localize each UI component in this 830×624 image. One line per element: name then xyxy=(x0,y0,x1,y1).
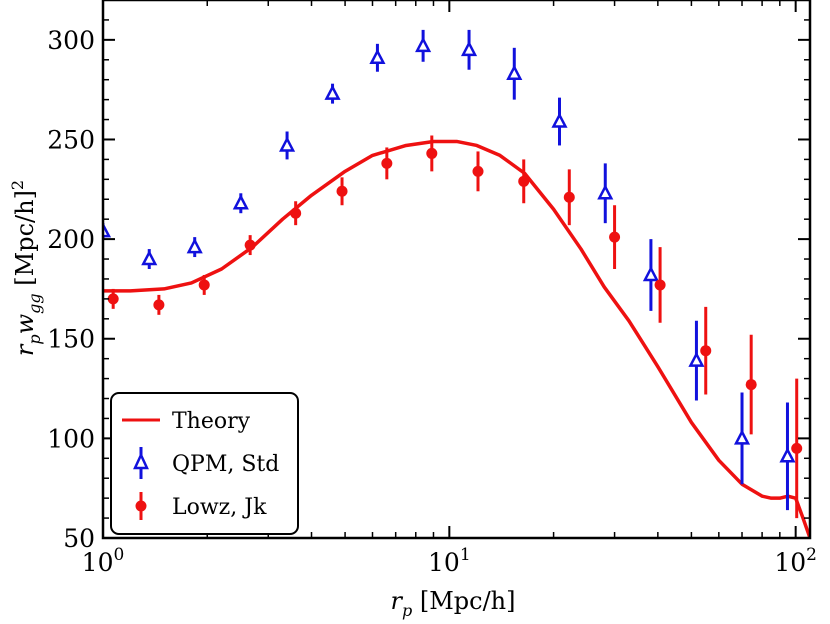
lowz-point-2 xyxy=(198,279,210,291)
data-layer xyxy=(103,29,810,538)
lowz-point-7 xyxy=(426,147,438,159)
legend-qpm-label: QPM, Std xyxy=(172,452,279,477)
legend-theory-label: Theory xyxy=(172,409,251,434)
qpm-point-14 xyxy=(733,429,751,445)
x-tick-label-exp-1: 0 xyxy=(113,545,124,565)
qpm-point-5 xyxy=(324,84,341,100)
qpm-point-13 xyxy=(688,351,705,367)
legend: Theory QPM, Std Lowz, Jk xyxy=(110,392,299,535)
lowz-point-11 xyxy=(609,231,621,243)
lowz-point-6 xyxy=(381,157,393,169)
qpm-point-6 xyxy=(369,48,386,65)
lowz-point-14 xyxy=(745,379,757,391)
qpm-point-12 xyxy=(642,265,659,282)
y-tick-label-150: 150 xyxy=(47,325,95,354)
x-tick-label-100: 102 xyxy=(774,545,817,577)
y-axis-symbol-r: r xyxy=(11,343,39,356)
lowz-point-10 xyxy=(563,191,575,203)
x-tick-label-10: 101 xyxy=(428,545,471,577)
x-tick-label-1: 100 xyxy=(82,545,125,577)
qpm-point-7 xyxy=(415,36,432,53)
y-axis-subscript-gg: gg xyxy=(25,293,44,313)
y-axis-title: rpwgg [Mpc/h]2 xyxy=(8,180,44,356)
lowz-point-1 xyxy=(153,299,165,311)
lowz-point-12 xyxy=(654,279,666,291)
qpm-point-2 xyxy=(186,237,203,254)
lowz-point-0 xyxy=(107,293,119,305)
legend-lowz-label: Lowz, Jk xyxy=(172,495,267,520)
x-tick-label-exp-10: 1 xyxy=(460,545,471,565)
lowz-point-13 xyxy=(700,345,712,357)
lowz-point-3 xyxy=(244,239,256,251)
qpm-point-11 xyxy=(597,184,614,200)
y-tick-label-200: 200 xyxy=(47,225,95,254)
legend-box xyxy=(110,392,299,535)
x-tick-label-base-1: 10 xyxy=(82,548,114,577)
lowz-point-4 xyxy=(290,207,302,219)
y-tick-label-100: 100 xyxy=(47,424,95,453)
y-axis-symbol-w: w xyxy=(11,313,39,334)
qpm-point-9 xyxy=(506,64,523,80)
plot-area xyxy=(103,29,810,538)
qpm-point-3 xyxy=(232,194,249,210)
x-tick-label-base-10: 10 xyxy=(428,548,460,577)
x-axis-title: rp [Mpc/h] xyxy=(390,587,515,620)
y-tick-label-50: 50 xyxy=(63,524,95,553)
lowz-point-5 xyxy=(336,185,348,197)
qpm-point-0 xyxy=(103,221,112,238)
x-tick-label-exp-100: 2 xyxy=(806,545,817,565)
legend-lowz-marker xyxy=(135,500,147,512)
lowz-point-9 xyxy=(518,175,530,187)
qpm-point-1 xyxy=(141,249,158,266)
y-axis-superscript: 2 xyxy=(8,180,27,190)
y-axis-subscript-p: p xyxy=(25,334,44,344)
x-axis-subscript: p xyxy=(402,601,412,620)
qpm-point-15 xyxy=(779,447,796,463)
x-axis-unit: [Mpc/h] xyxy=(412,587,515,615)
y-tick-label-300: 300 xyxy=(47,26,95,55)
lowz-point-15 xyxy=(791,442,803,454)
legend-qpm-marker xyxy=(133,452,149,470)
x-axis-symbol: r xyxy=(390,587,403,615)
lowz-point-8 xyxy=(472,165,484,177)
qpm-point-4 xyxy=(279,136,296,152)
y-axis-unit: [Mpc/h] xyxy=(11,190,39,293)
plot-frame xyxy=(101,0,812,540)
y-tick-label-250: 250 xyxy=(47,125,95,154)
x-tick-label-base-100: 10 xyxy=(774,548,806,577)
qpm-point-10 xyxy=(551,112,568,128)
qpm-point-8 xyxy=(460,40,478,57)
